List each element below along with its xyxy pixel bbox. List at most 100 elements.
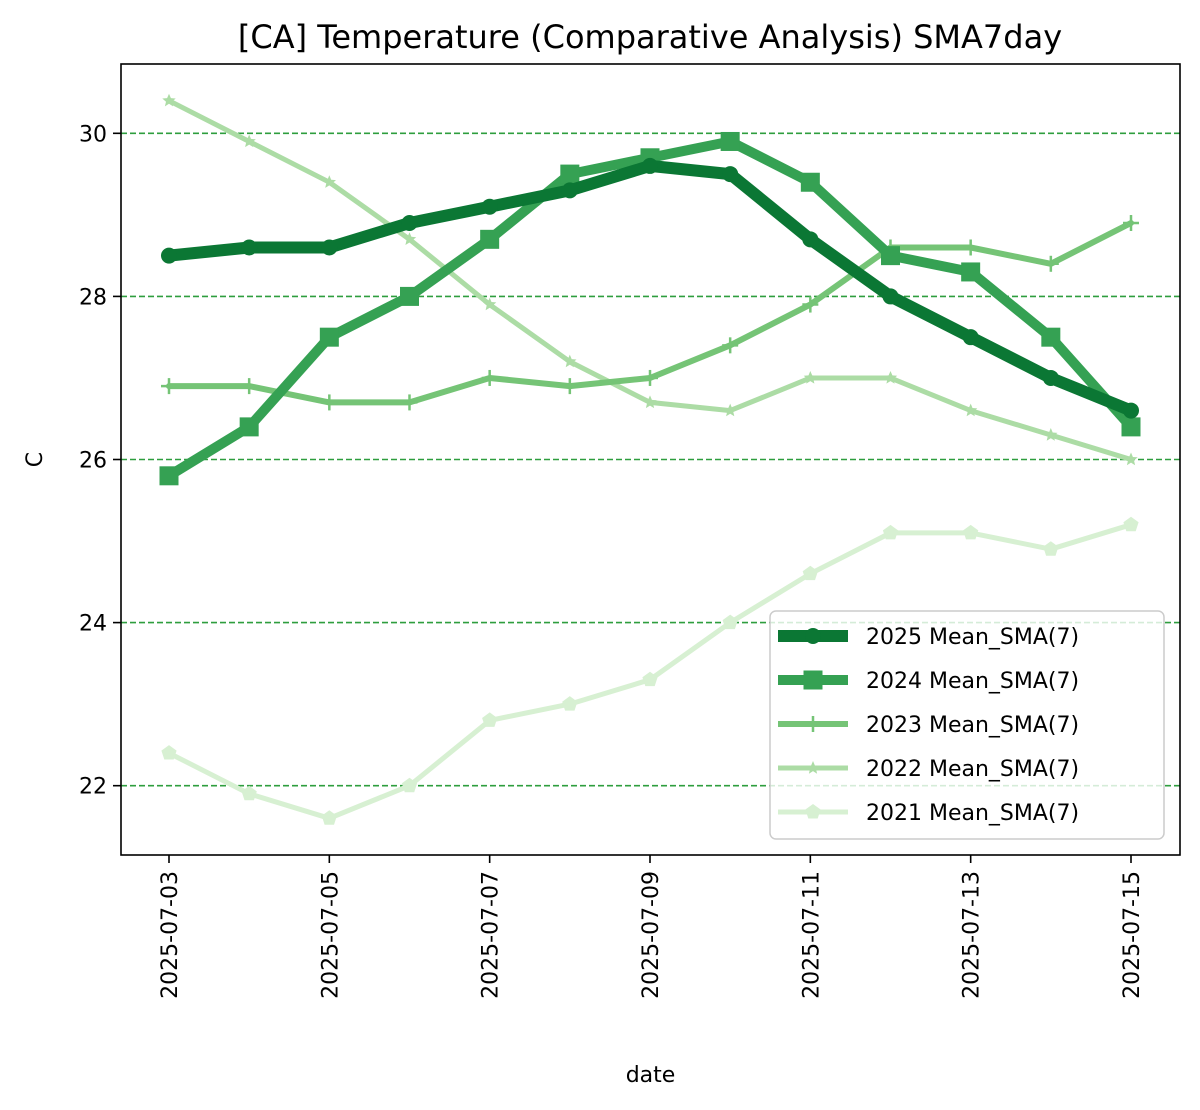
legend-marker [805, 716, 821, 732]
legend-label: 2025 Mean_SMA(7) [866, 625, 1079, 650]
legend-item: 2022 Mean_SMA(7) [778, 757, 1079, 782]
data-point [1044, 428, 1058, 441]
data-point [241, 785, 257, 801]
legend-label: 2023 Mean_SMA(7) [866, 713, 1079, 738]
data-point [162, 93, 176, 107]
y-axis: 22 24 26 28 30 [79, 122, 121, 800]
data-point [561, 182, 578, 199]
data-point [1041, 327, 1061, 347]
data-point [239, 417, 259, 437]
data-point [802, 231, 819, 248]
series-2022 [162, 93, 1138, 466]
data-point [561, 378, 578, 395]
data-point [480, 229, 500, 249]
data-point [802, 565, 818, 581]
x-axis: 2025-07-03 2025-07-05 2025-07-07 2025-07-09… [158, 855, 1145, 999]
data-point [401, 215, 418, 232]
series-2023 [161, 215, 1139, 411]
data-point [642, 157, 658, 174]
series-line [164, 136, 1136, 481]
data-point [482, 712, 498, 727]
data-point [321, 394, 338, 411]
y-tick-label: 30 [79, 122, 107, 147]
legend: 2025 Mean_SMA(7) 2024 Mean_SMA(7) 2023 Mea… [769, 610, 1165, 840]
data-point [241, 239, 258, 256]
data-point [961, 262, 981, 282]
data-point [560, 164, 580, 184]
legend-item: 2024 Mean_SMA(7) [778, 669, 1079, 694]
data-point [722, 614, 738, 630]
data-point [1123, 516, 1139, 532]
data-point [1124, 452, 1138, 466]
data-point [161, 378, 177, 395]
data-point [1123, 215, 1139, 232]
data-point [720, 131, 740, 151]
x-tick-label: 2025-07-09 [639, 871, 664, 999]
data-point [1043, 541, 1059, 556]
data-point [319, 327, 339, 347]
legend-box [769, 610, 1165, 840]
data-point [159, 466, 179, 486]
legend-label: 2024 Mean_SMA(7) [866, 669, 1079, 694]
y-axis-label: C [23, 452, 48, 467]
data-point [883, 371, 898, 384]
y-tick-label: 24 [79, 612, 107, 637]
data-point [1121, 417, 1141, 437]
legend-marker [806, 761, 820, 774]
data-point [642, 369, 658, 386]
data-point [241, 378, 258, 395]
y-tick-label: 26 [79, 449, 107, 474]
data-point [481, 369, 498, 386]
x-tick-label: 2025-07-15 [1120, 871, 1145, 999]
data-point [881, 246, 900, 266]
legend-label: 2021 Mean_SMA(7) [866, 801, 1079, 826]
legend-item: 2021 Mean_SMA(7) [778, 801, 1079, 826]
data-point [963, 524, 979, 540]
legend-marker [803, 670, 823, 690]
data-point [962, 329, 979, 346]
data-point [322, 175, 336, 188]
data-point [483, 297, 497, 311]
data-point [882, 288, 899, 305]
legend-item: 2025 Mean_SMA(7) [778, 625, 1079, 650]
data-point [481, 198, 498, 215]
data-point [563, 354, 577, 368]
x-tick-label: 2025-07-03 [158, 871, 183, 999]
legend-label: 2022 Mean_SMA(7) [866, 757, 1079, 782]
chart-title: [CA] Temperature (Comparative Analysis) … [238, 18, 1062, 56]
data-point [161, 247, 177, 264]
data-point [402, 232, 417, 245]
series-2025 [161, 157, 1139, 419]
data-point [400, 286, 419, 306]
x-tick-label: 2025-07-05 [318, 871, 343, 999]
data-point [800, 172, 820, 192]
legend-marker [805, 804, 821, 819]
data-point [722, 166, 739, 183]
series-2021 [161, 516, 1139, 825]
data-point [723, 403, 737, 417]
data-point [1042, 369, 1059, 386]
data-point [803, 371, 817, 384]
data-point [722, 337, 739, 354]
legend-item: 2023 Mean_SMA(7) [778, 713, 1079, 738]
data-point [401, 777, 418, 793]
y-tick-label: 28 [79, 285, 107, 310]
data-point [562, 696, 578, 711]
x-tick-label: 2025-07-13 [960, 871, 985, 999]
data-point [882, 524, 899, 540]
data-point [401, 394, 418, 411]
data-point [642, 671, 658, 687]
data-point [1123, 402, 1139, 419]
data-point [964, 403, 978, 417]
x-tick-label: 2025-07-07 [479, 871, 504, 999]
legend-marker [805, 628, 821, 644]
data-point [161, 745, 177, 760]
data-point [321, 239, 338, 256]
x-tick-label: 2025-07-11 [799, 871, 824, 999]
data-point [802, 296, 819, 313]
data-point [962, 239, 979, 256]
series-layer [159, 93, 1141, 825]
data-point [1042, 255, 1059, 272]
series-2024 [159, 131, 1141, 486]
